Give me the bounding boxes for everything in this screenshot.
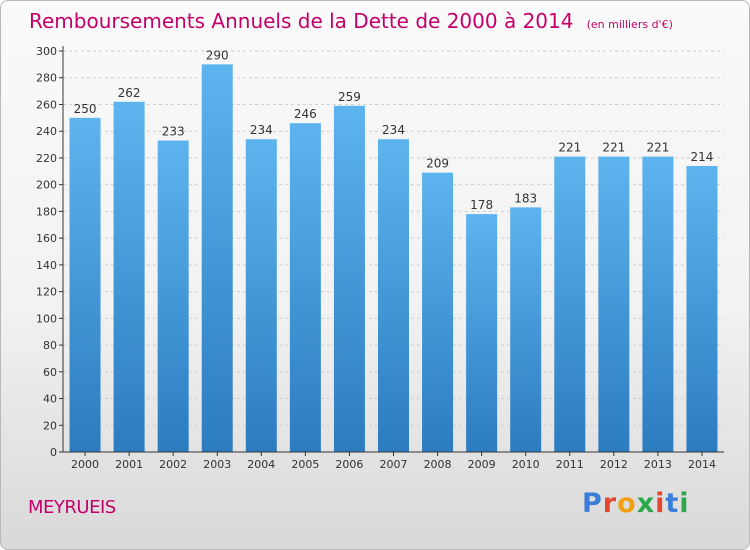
logo-letter: P	[582, 488, 603, 519]
title-text: Remboursements Annuels de la Dette de 20…	[29, 9, 574, 33]
value-label: 290	[206, 48, 229, 62]
value-label: 234	[382, 123, 405, 137]
bar-2002	[157, 140, 189, 452]
axes	[59, 46, 724, 456]
value-label: 178	[470, 198, 493, 212]
value-label: 234	[250, 123, 273, 137]
value-label: 246	[294, 107, 317, 121]
value-label: 209	[426, 157, 449, 171]
value-label: 214	[691, 150, 714, 164]
x-tick-label: 2001	[115, 458, 143, 471]
logo-letter: i	[655, 488, 666, 519]
commune-name: MEYRUEIS	[28, 497, 116, 518]
x-tick-label: 2011	[556, 458, 584, 471]
y-tick-label: 260	[36, 98, 57, 111]
bar-2003	[201, 64, 233, 452]
x-tick-label: 2014	[688, 458, 716, 471]
value-label: 259	[338, 90, 361, 104]
bar-2012	[598, 156, 630, 452]
value-label: 221	[558, 141, 581, 155]
labels: 0 20 40 60 80 100 120 140 160 180 200 220 240 260 280 3…	[36, 45, 716, 471]
y-tick-label: 280	[36, 72, 57, 85]
y-tick-label: 80	[43, 339, 57, 352]
x-tick-label: 2006	[335, 458, 363, 471]
chart-title: Remboursements Annuels de la Dette de 20…	[29, 9, 673, 33]
bar-2013	[642, 156, 674, 452]
y-tick-label: 140	[36, 259, 57, 272]
x-tick-label: 2002	[159, 458, 187, 471]
x-tick-label: 2005	[291, 458, 319, 471]
value-label: 233	[162, 125, 185, 139]
value-label: 221	[646, 141, 669, 155]
x-tick-label: 2003	[203, 458, 231, 471]
bar-2008	[422, 172, 454, 453]
y-tick-label: 220	[36, 152, 57, 165]
x-tick-label: 2010	[512, 458, 540, 471]
y-tick-label: 200	[36, 179, 57, 192]
y-tick-label: 20	[43, 419, 57, 432]
bar-2005	[289, 123, 321, 453]
value-label: 262	[118, 86, 141, 100]
y-tick-label: 120	[36, 286, 57, 299]
y-tick-label: 300	[36, 45, 57, 58]
y-tick-label: 160	[36, 232, 57, 245]
x-tick-label: 2004	[247, 458, 275, 471]
value-label: 221	[602, 141, 625, 155]
bar-2007	[378, 139, 409, 452]
logo-letter: x	[636, 488, 656, 519]
logo-letter: t	[665, 488, 680, 519]
bars	[69, 64, 718, 453]
y-tick-label: 100	[36, 312, 57, 325]
logo-letter: r	[602, 488, 618, 519]
bar-2011	[554, 156, 586, 452]
bar-2009	[466, 214, 498, 452]
y-tick-label: 180	[36, 205, 57, 218]
bar-2014	[686, 165, 718, 452]
logo-letter: i	[679, 488, 690, 519]
x-tick-label: 2008	[424, 458, 452, 471]
x-tick-label: 2012	[600, 458, 628, 471]
bar-2000	[69, 117, 101, 452]
logo-letter: o	[617, 488, 637, 519]
x-tick-label: 2009	[468, 458, 496, 471]
bar-2001	[113, 101, 145, 452]
proxiti-logo[interactable]: Proxiti	[582, 488, 690, 519]
bar-2010	[510, 207, 542, 452]
y-tick-label: 40	[43, 393, 57, 406]
bar-2004	[245, 139, 277, 452]
value-label: 250	[74, 102, 97, 116]
x-tick-label: 2013	[644, 458, 672, 471]
x-tick-label: 2000	[71, 458, 99, 471]
y-tick-label: 60	[43, 366, 57, 379]
y-tick-label: 0	[50, 446, 57, 459]
unit-label: (en milliers d'€)	[586, 18, 673, 31]
bar-2006	[333, 105, 365, 452]
value-label: 183	[514, 191, 537, 205]
y-tick-label: 240	[36, 125, 57, 138]
x-tick-label: 2007	[380, 458, 408, 471]
